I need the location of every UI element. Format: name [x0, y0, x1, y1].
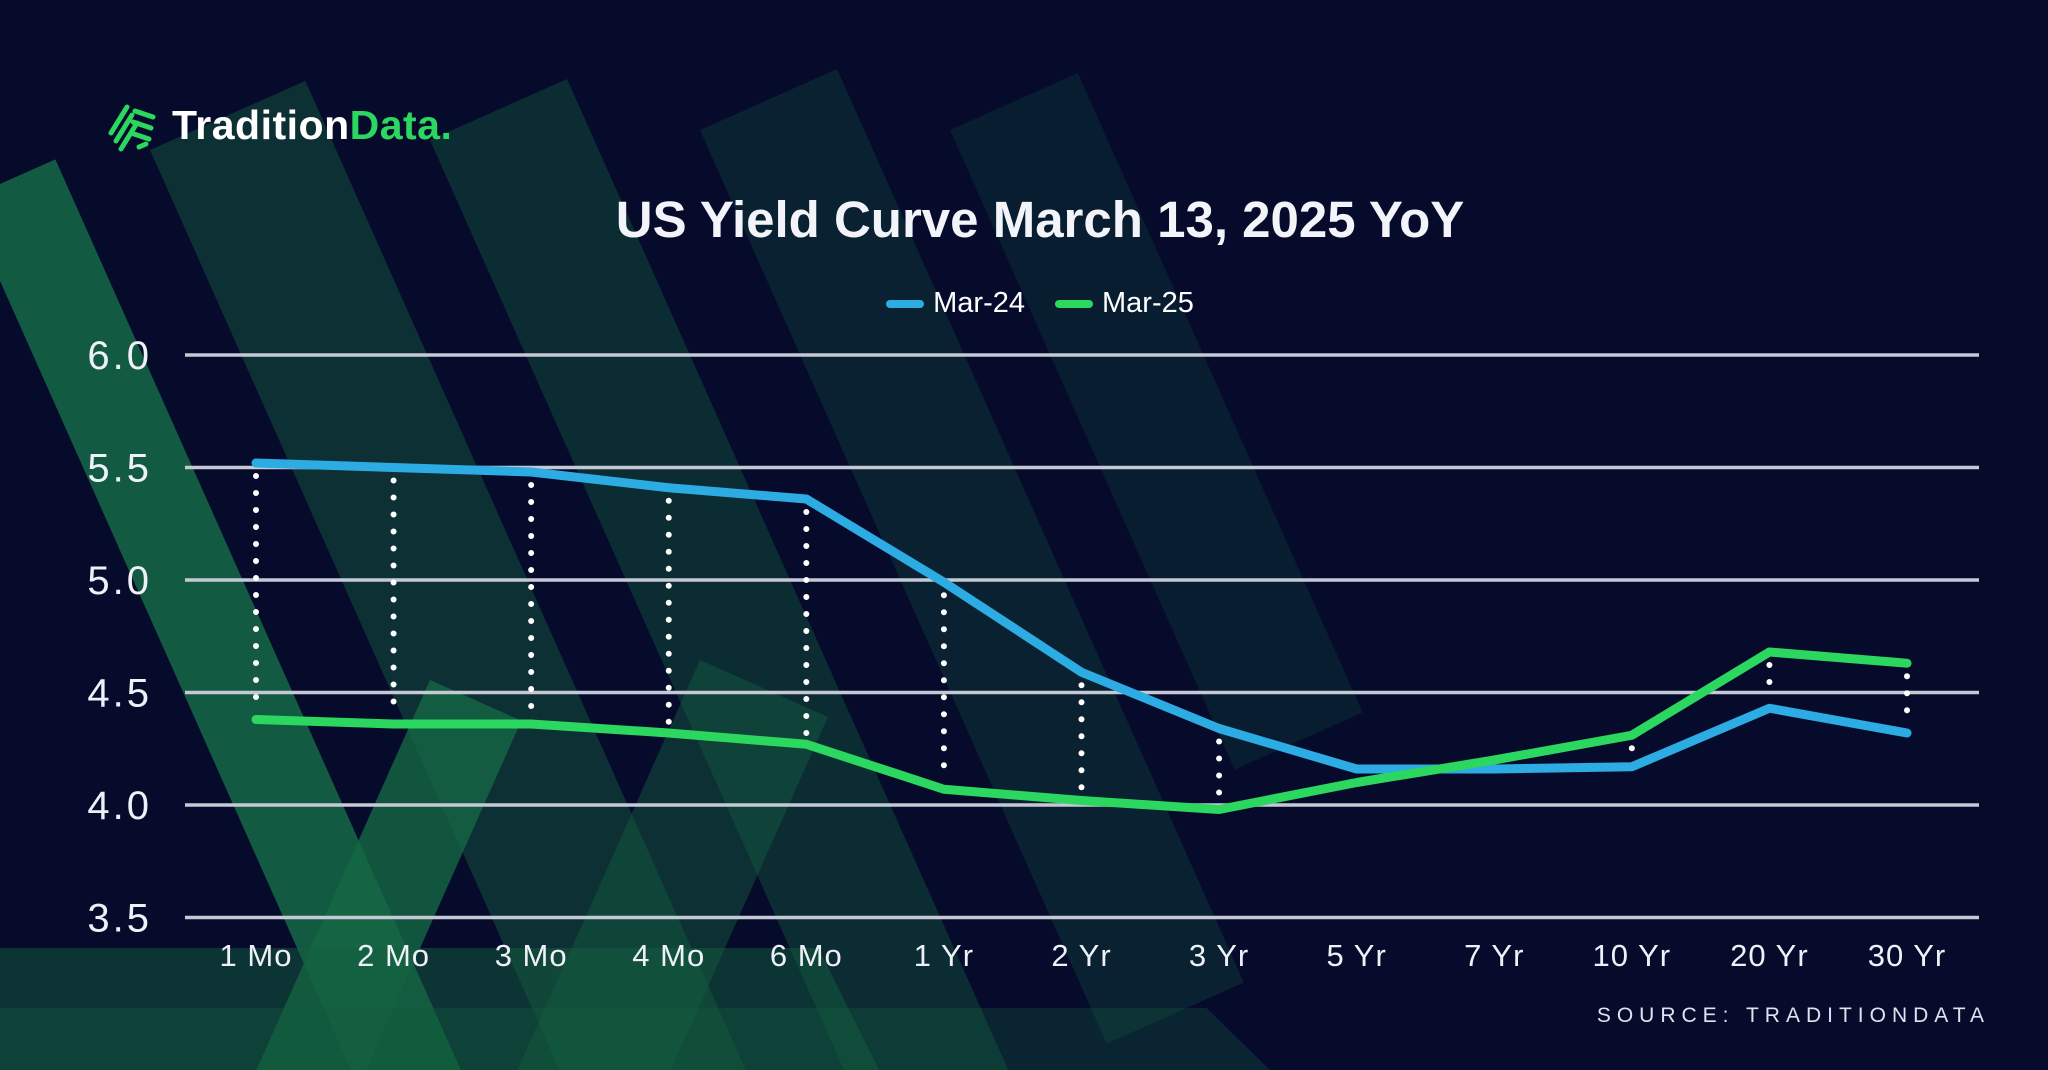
y-tick-label: 3.5 [87, 897, 152, 941]
legend-item-mar-24: Mar-24 [886, 289, 1025, 318]
legend-label-mar-25: Mar-25 [1102, 287, 1194, 319]
chevron-band [0, 1008, 1270, 1070]
y-tick-label: 5.0 [87, 559, 152, 603]
series-line-mar-24 [251, 458, 1912, 774]
legend-item-mar-25: Mar-25 [1055, 289, 1194, 318]
x-tick-label: 30 Yr [1868, 938, 1947, 973]
x-tick-label: 3 Yr [1189, 938, 1249, 973]
x-tick-label: 5 Yr [1327, 938, 1387, 973]
y-tick-label: 5.5 [87, 447, 152, 491]
y-tick-label: 4.0 [87, 784, 152, 828]
x-tick-label: 2 Mo [357, 938, 430, 973]
x-tick-label: 4 Mo [632, 938, 705, 973]
legend-swatch-mar-24 [886, 299, 925, 308]
x-tick-label: 20 Yr [1730, 938, 1809, 973]
logo-text-accent: Data. [349, 101, 453, 148]
x-tick-label: 10 Yr [1593, 938, 1672, 973]
x-tick-label: 3 Mo [495, 938, 568, 973]
logo-text-primary: Tradition [172, 101, 350, 148]
x-tick-label: 2 Yr [1051, 938, 1111, 973]
legend-label-mar-24: Mar-24 [933, 287, 1025, 319]
x-tick-label: 7 Yr [1464, 938, 1524, 973]
y-tick-label: 4.5 [87, 672, 152, 716]
traditiondata-logo-icon [108, 104, 156, 152]
traditiondata-logo: TraditionData. [106, 98, 452, 152]
y-tick-label: 6.0 [87, 334, 152, 378]
source-note: SOURCE: TRADITIONDATA [1596, 1004, 1990, 1027]
x-tick-label: 6 Mo [770, 938, 843, 973]
chart-legend: Mar-24 Mar-25 [0, 289, 2048, 318]
chevron-band [0, 948, 880, 1070]
chart-title: US Yield Curve March 13, 2025 YoY [615, 191, 1465, 248]
x-tick-label: 1 Mo [220, 938, 293, 973]
legend-swatch-mar-25 [1055, 299, 1093, 308]
logo-wordmark: TraditionData. [172, 101, 453, 148]
x-tick-label: 1 Yr [914, 938, 974, 973]
series-line-mar-25 [251, 647, 1912, 814]
